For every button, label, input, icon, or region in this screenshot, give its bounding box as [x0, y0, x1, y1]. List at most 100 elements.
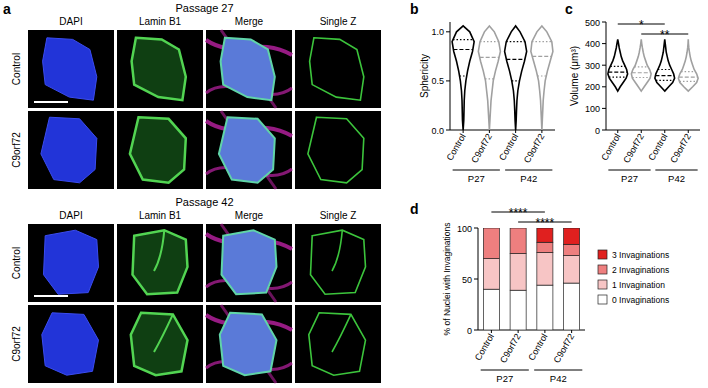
- image-tile: [28, 111, 114, 189]
- violin-median: [632, 72, 651, 73]
- row-label: Control: [11, 53, 22, 85]
- image-tile: [117, 30, 203, 108]
- violin-quartile: [632, 77, 650, 78]
- tile-background: [206, 111, 292, 189]
- panel-label: c: [565, 1, 573, 17]
- image-tile: [206, 30, 292, 108]
- violin-quartile: [512, 80, 520, 81]
- x-tick: [617, 130, 618, 133]
- legend-swatch: [598, 250, 607, 259]
- violin: [655, 39, 675, 91]
- nucleus-merge: [219, 117, 275, 183]
- y-tick: [474, 228, 478, 229]
- nucleus-merge: [222, 230, 277, 294]
- image-tile: [295, 111, 381, 189]
- y-tick-label: 1.0: [431, 27, 444, 37]
- tile-background: [117, 30, 203, 108]
- image-tile: [28, 30, 114, 108]
- image-tile: [28, 224, 114, 302]
- y-tick: [474, 330, 478, 331]
- y-tick-label: 50: [462, 275, 472, 285]
- bar-segment: [564, 228, 580, 244]
- column-header: DAPI: [59, 16, 82, 27]
- y-tick: [602, 22, 606, 23]
- violin-quartile: [609, 76, 627, 77]
- y-tick: [446, 130, 450, 131]
- bar-segment: [510, 254, 526, 291]
- violin: [678, 39, 698, 91]
- x-tick-label: C9orf72: [668, 132, 693, 165]
- row-label: C9orf72: [11, 326, 22, 362]
- scale-bar: [34, 101, 68, 103]
- invagination: [332, 314, 351, 352]
- panel-label: b: [410, 1, 419, 17]
- y-tick-label: 0.0: [431, 126, 444, 136]
- y-tick: [602, 108, 606, 109]
- violin-quartile: [506, 41, 525, 42]
- violin-quartile: [656, 80, 674, 81]
- x-tick-label: Control: [599, 132, 622, 162]
- tile-background: [295, 305, 381, 383]
- panel-label: d: [410, 201, 419, 217]
- bar-segment: [537, 242, 553, 252]
- x-tick: [544, 330, 545, 333]
- nucleus-lamin: [131, 313, 188, 375]
- violin-quartile: [537, 75, 546, 76]
- y-axis: [606, 22, 607, 130]
- violin-quartile: [634, 66, 648, 67]
- row-label: C9orf72: [11, 132, 22, 168]
- tile-background: [206, 30, 292, 108]
- tile-background: [295, 224, 381, 302]
- y-axis-label: Sphericity: [419, 54, 430, 98]
- image-tile: [117, 111, 203, 189]
- violin: [478, 26, 500, 130]
- violin-median: [480, 57, 499, 58]
- image-tile: [206, 111, 292, 189]
- bar-segment: [510, 228, 526, 254]
- x-tick-label: Control: [497, 132, 520, 162]
- x-tick: [463, 130, 464, 133]
- x-tick: [641, 130, 642, 133]
- violin: [608, 39, 628, 91]
- column-header: Single Z: [320, 210, 357, 221]
- legend-swatch: [598, 295, 607, 304]
- x-tick-label: C9orf72: [621, 132, 646, 165]
- x-tick-label: Control: [646, 132, 669, 162]
- x-tick: [688, 130, 689, 133]
- bar-segment: [537, 228, 553, 242]
- tile-background: [117, 224, 203, 302]
- significance-label: ****: [536, 216, 555, 230]
- nucleus-dapi: [44, 230, 99, 294]
- x-tick-label: Control: [445, 132, 468, 162]
- tile-background: [28, 305, 114, 383]
- group-line: [534, 370, 582, 371]
- group-line: [481, 370, 529, 371]
- y-axis-label: % of Nuclei with Invaginations: [442, 223, 452, 336]
- fiber: [221, 224, 276, 302]
- violin-median: [453, 49, 472, 50]
- nucleus-single-z: [308, 117, 364, 183]
- bar-segment: [564, 244, 580, 255]
- nucleus-merge: [221, 38, 275, 100]
- tile-background: [295, 111, 381, 189]
- violin-median: [679, 76, 698, 77]
- y-tick-label: 0.5: [431, 76, 444, 86]
- section-title: Passage 42: [175, 196, 233, 208]
- y-tick: [474, 279, 478, 280]
- violin: [452, 26, 474, 130]
- x-tick: [515, 130, 516, 133]
- x-tick-label: C9orf72: [552, 332, 577, 365]
- tile-background: [117, 305, 203, 383]
- column-header: Single Z: [320, 16, 357, 27]
- legend-label: 0 Invaginations: [612, 295, 669, 305]
- marks: [452, 26, 553, 130]
- image-tile: [28, 305, 114, 383]
- y-tick-label: 0: [595, 126, 600, 136]
- violin-quartile: [460, 75, 467, 76]
- x-tick-label: C9orf72: [469, 132, 494, 165]
- x-axis: [606, 130, 700, 131]
- x-tick: [518, 330, 519, 333]
- x-axis: [450, 130, 555, 131]
- group-label: P42: [668, 173, 685, 184]
- x-tick: [541, 130, 542, 133]
